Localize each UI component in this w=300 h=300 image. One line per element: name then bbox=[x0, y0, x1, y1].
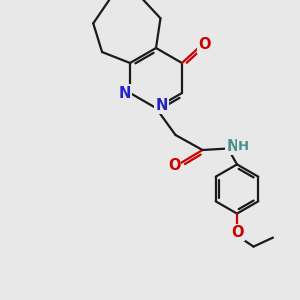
Text: O: O bbox=[168, 158, 180, 172]
Text: O: O bbox=[231, 225, 244, 240]
Text: N: N bbox=[226, 139, 239, 154]
Text: H: H bbox=[237, 140, 249, 153]
Text: N: N bbox=[118, 85, 131, 100]
Text: O: O bbox=[198, 38, 211, 52]
Text: N: N bbox=[155, 98, 168, 112]
